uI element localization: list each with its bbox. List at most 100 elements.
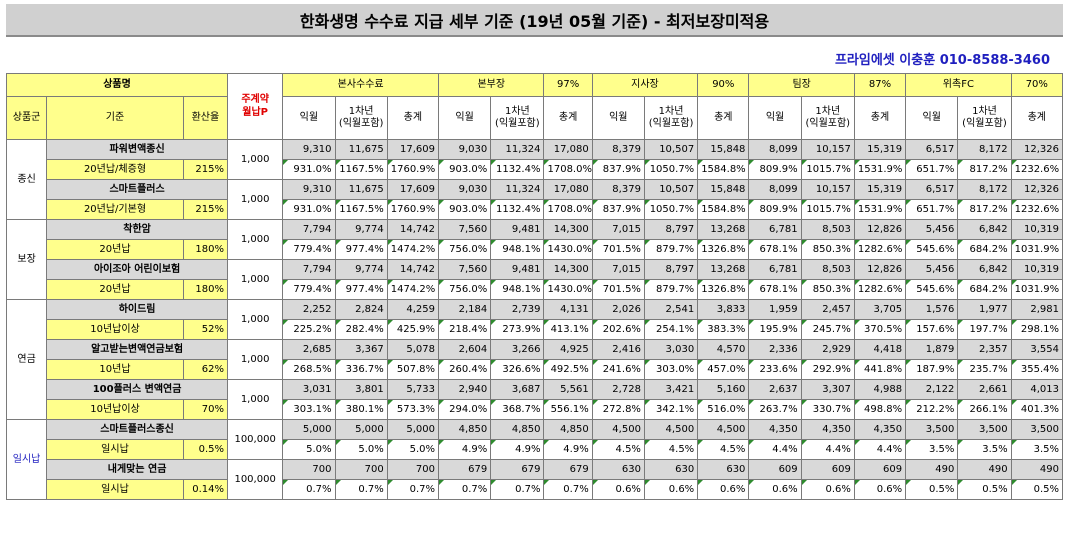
subheader-team-1: 1차년 (익월포함) [800,96,855,140]
commission-pct: 457.0% [697,359,750,380]
commission-amount: 2,357 [957,339,1012,360]
header-group: 상품군 [5,96,48,140]
commission-pct: 1015.7% [800,159,855,180]
commission-pct: 850.3% [800,279,855,300]
conversion-rate: 0.14% [182,479,229,500]
commission-pct: 1708.0% [543,159,593,180]
commission-pct: 268.5% [282,359,336,380]
commission-pct: 779.4% [282,279,336,300]
commission-pct: 516.0% [697,399,750,420]
subheader-bonbu-2: 총계 [543,96,593,140]
commission-pct: 0.6% [591,479,645,500]
product-group: 일시납 [5,419,48,500]
commission-amount: 3,031 [282,379,336,400]
commission-amount: 10,507 [643,179,699,200]
commission-amount: 4,850 [543,419,593,440]
commission-amount: 15,319 [853,179,907,200]
commission-pct: 809.9% [748,159,802,180]
commission-amount: 679 [543,459,593,480]
commission-pct: 303.0% [643,359,699,380]
subheader-fc-0-line: 익월 [922,111,941,123]
commission-pct: 233.6% [748,359,802,380]
commission-amount: 630 [697,459,750,480]
product-name: 스마트플러스종신 [46,419,229,440]
commission-amount: 5,078 [386,339,440,360]
subheader-bonbu-1-line: 1차년 [504,105,530,117]
product-rate-row: 10년납이상 52% 225.2% 282.4% 425.9% 218.4% 273.9% 4… [7,319,1064,340]
commission-pct: 0.5% [957,479,1012,500]
product-basis: 10년납이상 [46,399,184,420]
product-basis: 일시납 [46,439,184,460]
commission-pct: 4.5% [591,439,645,460]
commission-amount: 7,794 [282,219,336,240]
commission-pct: 1132.4% [490,199,545,220]
subheader-hq-1-line: 1차년 [348,105,374,117]
commission-pct: 948.1% [490,279,545,300]
header-main-premium-line1: 주계약 [241,94,269,105]
commission-pct: 1015.7% [800,199,855,220]
product-basis: 10년납 [46,359,184,380]
product-rate-row: 일시납 0.14% 0.7% 0.7% 0.7% 0.7% 0.7% 0.7% 0.6% 0.6%… [7,479,1064,500]
commission-pct: 556.1% [543,399,593,420]
commission-amount: 2,416 [591,339,645,360]
commission-amount: 12,326 [1010,139,1064,160]
commission-pct: 1031.9% [1010,239,1064,260]
product-row: 종신 파워변액종신 1,000 9,310 11,675 17,609 9,030 11,32… [5,139,1064,220]
commission-amount: 8,797 [643,219,699,240]
commission-pct: 342.1% [643,399,699,420]
commission-amount: 490 [1010,459,1064,480]
main-premium: 1,000 [227,379,284,420]
product-name: 하이드림 [46,299,229,320]
commission-pct: 756.0% [437,279,492,300]
product-rate-row: 20년납/기본형 215% 931.0% 1167.5% 1760.9% 903.0% 11… [7,199,1064,220]
commission-amount: 5,561 [543,379,593,400]
commission-amount: 609 [800,459,855,480]
commission-pct: 492.5% [543,359,593,380]
commission-pct: 977.4% [334,279,388,300]
commission-amount: 4,013 [1010,379,1064,400]
commission-pct: 326.6% [490,359,545,380]
commission-pct: 1132.4% [490,159,545,180]
commission-pct: 779.4% [282,239,336,260]
commission-pct: 879.7% [643,279,699,300]
commission-pct: 756.0% [437,239,492,260]
commission-amount: 700 [386,459,440,480]
commission-amount: 7,560 [437,219,492,240]
header-rate: 환산율 [182,96,229,140]
commission-pct: 0.5% [905,479,959,500]
commission-amount: 4,500 [643,419,699,440]
commission-amount: 14,742 [386,259,440,280]
product-basis: 20년납 [46,279,184,300]
conversion-rate: 180% [182,239,229,260]
subheader-team-1-line: 1차년 [815,105,841,117]
commission-pct: 336.7% [334,359,388,380]
commission-amount: 12,826 [853,259,907,280]
commission-amount: 2,252 [282,299,336,320]
main-premium: 1,000 [227,219,284,260]
commission-amount: 4,850 [437,419,492,440]
product-basis: 10년납이상 [46,319,184,340]
commission-pct: 1282.6% [853,239,907,260]
commission-amount: 8,172 [957,179,1012,200]
product-rate-row: 20년납/체증형 215% 931.0% 1167.5% 1760.9% 903.0% 11… [7,159,1064,180]
commission-amount: 3,705 [853,299,907,320]
commission-pct: 330.7% [800,399,855,420]
commission-pct: 0.6% [748,479,802,500]
commission-amount: 11,675 [334,139,388,160]
commission-amount: 1,576 [905,299,959,320]
product-name: 파워변액종신 [46,139,229,160]
commission-pct: 272.8% [591,399,645,420]
commission-amount: 679 [490,459,545,480]
subheader-jisa-1-line: (익월포함) [648,118,694,129]
header-bonbu: 본부장 [437,73,545,97]
commission-amount: 3,833 [697,299,750,320]
commission-pct: 817.2% [957,159,1012,180]
commission-pct: 4.9% [437,439,492,460]
commission-pct: 0.7% [490,479,545,500]
commission-pct: 263.7% [748,399,802,420]
commission-amount: 609 [748,459,802,480]
commission-amount: 3,030 [643,339,699,360]
commission-amount: 14,742 [386,219,440,240]
commission-amount: 8,379 [591,139,645,160]
commission-amount: 10,319 [1010,259,1064,280]
